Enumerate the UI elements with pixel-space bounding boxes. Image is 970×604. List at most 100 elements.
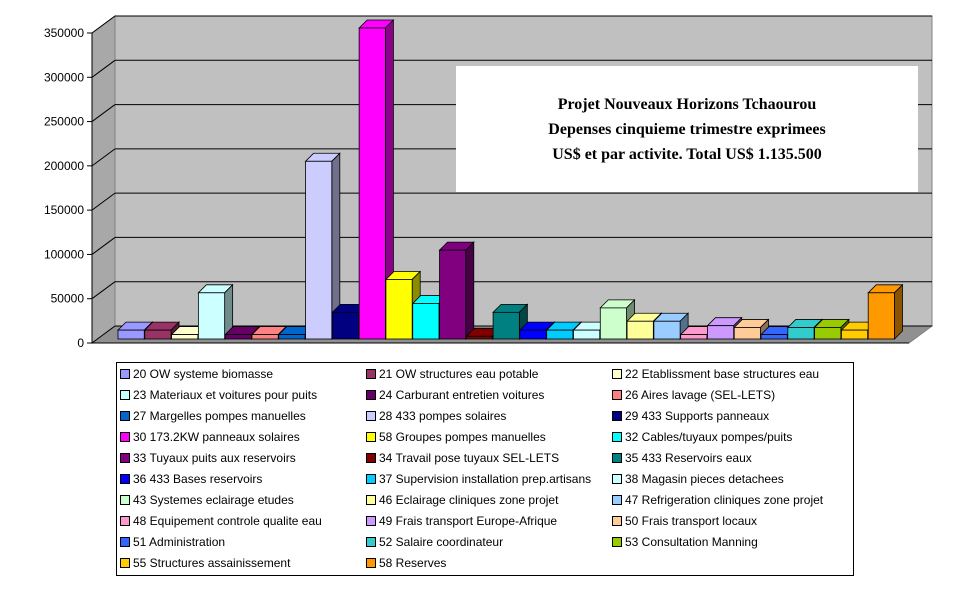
legend-swatch (120, 516, 130, 526)
legend-label: 28 433 pompes solaires (379, 409, 507, 423)
bar (733, 318, 770, 340)
legend-label: 24 Carburant entretien voitures (379, 388, 545, 402)
legend-label: 35 433 Reservoirs eaux (625, 451, 752, 465)
legend-item: 38 Magasin pieces detachees (612, 472, 784, 486)
y-tick-label: 50000 (51, 292, 85, 306)
gridline-side (91, 104, 116, 122)
gridline-side (91, 325, 116, 344)
legend-item: 48 Equipement controle qualite eau (120, 514, 322, 528)
bar (143, 321, 181, 340)
bar (652, 312, 690, 340)
legend-label: 21 OW structures eau potable (379, 367, 539, 381)
legend-label: 49 Frais transport Europe-Afrique (379, 514, 558, 528)
y-axis-ticks: 0 50000 100000 150000 200000 250000 300000 3500… (44, 26, 84, 350)
legend: 20 OW systeme biomasse 21 OW structures e… (116, 362, 854, 576)
gridline-side (91, 59, 116, 78)
legend-swatch (366, 495, 376, 505)
legend-label: 43 Systemes eclairage etudes (133, 493, 294, 507)
bar (867, 283, 904, 340)
legend-item: 36 433 Bases reservoirs (120, 472, 262, 486)
legend-swatch (120, 453, 130, 463)
legend-item: 37 Supervision installation prep.artisan… (366, 472, 591, 486)
y-tick-label: 350000 (44, 26, 84, 40)
legend-item: 20 OW systeme biomasse (120, 367, 273, 381)
legend-label: 29 433 Supports panneaux (625, 409, 770, 423)
legend-item: 43 Systemes eclairage etudes (120, 493, 294, 507)
legend-label: 37 Supervision installation prep.artisan… (379, 472, 592, 486)
legend-item: 55 Structures assainissement (120, 556, 290, 570)
legend-swatch (366, 558, 376, 568)
legend-label: 51 Administration (133, 535, 226, 549)
chart-title-line-3: US$ et par activite. Total US$ 1.135.500 (552, 145, 822, 163)
legend-label: 46 Eclairage cliniques zone projet (379, 493, 559, 507)
legend-swatch (612, 537, 622, 547)
legend-item: 51 Administration (120, 535, 225, 549)
legend-swatch (366, 390, 376, 400)
legend-swatch (366, 432, 376, 442)
legend-swatch (612, 453, 622, 463)
legend-label: 36 433 Bases reservoirs (133, 472, 263, 486)
legend-item: 58 Groupes pompes manuelles (366, 430, 546, 444)
legend-swatch (612, 474, 622, 484)
bar (438, 241, 475, 340)
legend-item: 47 Refrigeration cliniques zone projet (612, 493, 823, 507)
legend-label: 50 Frais transport locaux (625, 514, 758, 528)
legend-item: 22 Etablissment base structures eau (612, 367, 819, 381)
legend-item: 23 Materiaux et voitures pour puits (120, 388, 317, 402)
legend-swatch (612, 411, 622, 421)
legend-swatch (366, 411, 376, 421)
bar (197, 283, 234, 340)
legend-swatch (612, 369, 622, 379)
legend-label: 53 Consultation Manning (625, 535, 758, 549)
bar (358, 19, 395, 340)
legend-label: 47 Refrigeration cliniques zone projet (625, 493, 824, 507)
legend-swatch (120, 411, 130, 421)
legend-swatch (120, 495, 130, 505)
bar (411, 294, 448, 340)
y-tick-label: 0 (77, 336, 84, 350)
legend-item: 34 Travail pose tuyaux SEL-LETS (366, 451, 559, 465)
gridline-side (91, 281, 116, 300)
legend-item: 32 Cables/tuyaux pompes/puits (612, 430, 792, 444)
legend-swatch (120, 369, 130, 379)
legend-item: 52 Salaire coordinateur (366, 535, 503, 549)
legend-label: 58 Reserves (379, 556, 447, 570)
legend-item: 21 OW structures eau potable (366, 367, 538, 381)
gridline-side (91, 192, 116, 211)
legend-swatch (120, 390, 130, 400)
gridline-side (91, 237, 116, 255)
legend-label: 33 Tuyaux puits aux reservoirs (133, 451, 296, 465)
legend-item: 29 433 Supports panneaux (612, 409, 769, 423)
legend-label: 20 OW systeme biomasse (133, 367, 274, 381)
y-tick-label: 200000 (44, 159, 84, 173)
legend-swatch (120, 474, 130, 484)
chart-title: Projet Nouveaux Horizons Tchaourou Depen… (456, 66, 918, 192)
legend-item: 49 Frais transport Europe-Afrique (366, 514, 557, 528)
legend-item: 28 433 pompes solaires (366, 409, 506, 423)
legend-label: 27 Margelles pompes manuelles (133, 409, 306, 423)
bar (304, 152, 341, 340)
legend-swatch (612, 432, 622, 442)
bar (813, 318, 850, 340)
legend-label: 32 Cables/tuyaux pompes/puits (625, 430, 793, 444)
legend-label: 55 Structures assainissement (133, 556, 291, 570)
legend-item: 33 Tuyaux puits aux reservoirs (120, 451, 296, 465)
chart-title-line-1: Projet Nouveaux Horizons Tchaourou (557, 95, 817, 113)
axes (91, 33, 909, 344)
legend-item: 27 Margelles pompes manuelles (120, 409, 306, 423)
legend-swatch (366, 537, 376, 547)
legend-swatch (612, 390, 622, 400)
legend-item: 24 Carburant entretien voitures (366, 388, 544, 402)
legend-item: 30 173.2KW panneaux solaires (120, 430, 300, 444)
y-tick-label: 100000 (44, 247, 84, 261)
legend-label: 30 173.2KW panneaux solaires (133, 430, 300, 444)
legend-swatch (366, 516, 376, 526)
y-tick-label: 250000 (44, 115, 84, 129)
legend-label: 23 Materiaux et voitures pour puits (133, 388, 318, 402)
legend-label: 52 Salaire coordinateur (379, 535, 504, 549)
legend-item: 26 Aires lavage (SEL-LETS) (612, 388, 775, 402)
legend-swatch (120, 558, 130, 568)
legend-swatch (366, 453, 376, 463)
legend-label: 34 Travail pose tuyaux SEL-LETS (379, 451, 560, 465)
y-tick-label: 150000 (44, 203, 84, 217)
